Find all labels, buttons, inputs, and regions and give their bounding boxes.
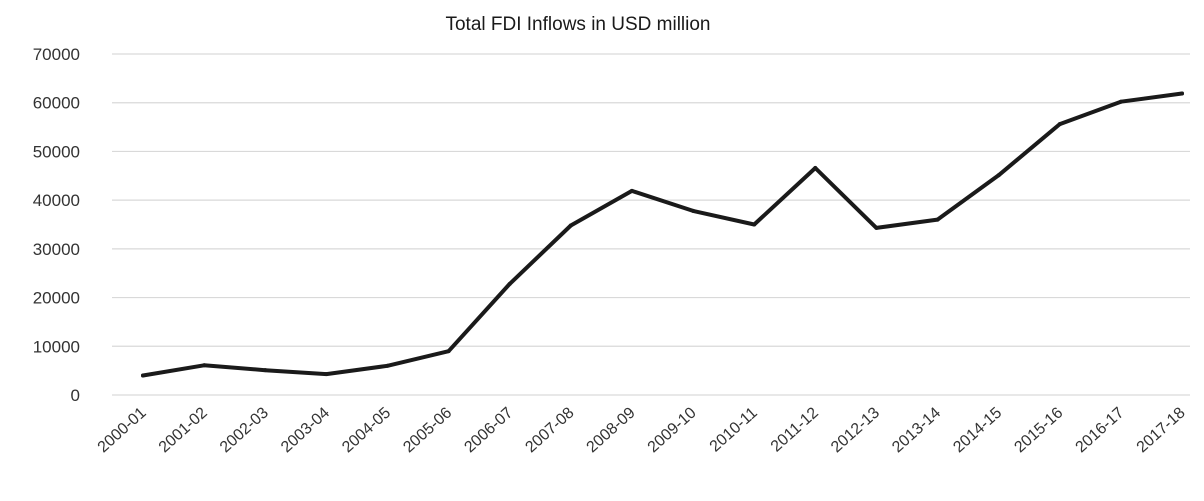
data-point (752, 222, 757, 227)
data-point (1057, 122, 1062, 127)
series-line (141, 91, 1184, 378)
x-tick-label: 2014-15 (950, 404, 1005, 456)
gridlines (112, 53, 1190, 396)
y-tick-label: 60000 (33, 94, 80, 113)
x-tick-label: 2004-05 (339, 404, 394, 456)
series-layer (141, 91, 1184, 378)
data-point (202, 363, 207, 368)
x-tick-label: 2012-13 (828, 404, 883, 456)
data-point (263, 368, 268, 373)
y-tick-label: 50000 (33, 142, 80, 161)
data-point (691, 208, 696, 213)
data-point (385, 363, 390, 368)
data-point (507, 281, 512, 286)
x-tick-label: 2017-18 (1134, 404, 1189, 456)
x-tick-label: 2008-09 (584, 404, 639, 456)
x-tick-label: 2002-03 (217, 404, 272, 456)
y-axis-tick-labels: 0 10000 20000 30000 40000 50000 60000 70000 (33, 45, 80, 405)
x-tick-label: 2013-14 (889, 404, 944, 456)
data-point (324, 372, 329, 377)
data-point (935, 217, 940, 222)
data-point (141, 373, 145, 378)
y-tick-label: 70000 (33, 45, 80, 64)
data-point (446, 349, 451, 354)
x-tick-label: 2000-01 (95, 404, 150, 456)
y-tick-label: 0 (71, 386, 80, 405)
x-tick-label: 2001-02 (156, 404, 211, 456)
data-point (1180, 91, 1184, 96)
x-tick-label: 2015-16 (1011, 404, 1066, 456)
x-tick-label: 2007-08 (522, 404, 577, 456)
x-tick-label: 2009-10 (645, 404, 700, 456)
y-tick-label: 20000 (33, 289, 80, 308)
y-tick-label: 10000 (33, 337, 80, 356)
x-tick-label: 2016-17 (1073, 404, 1128, 456)
data-point (874, 225, 879, 230)
x-tick-label: 2010-11 (707, 404, 761, 455)
y-tick-label: 40000 (33, 191, 80, 210)
data-point (568, 223, 573, 228)
x-tick-label: 2003-04 (278, 404, 333, 456)
data-point (1118, 99, 1123, 104)
data-point (629, 188, 634, 193)
data-point (813, 165, 818, 170)
x-axis-tick-labels: 2000-01 2001-02 2002-03 2003-04 2004-05 2005-… (95, 404, 1189, 456)
x-tick-label: 2005-06 (400, 404, 455, 456)
y-tick-label: 30000 (33, 240, 80, 259)
x-tick-label: 2006-07 (461, 404, 516, 456)
data-point (996, 173, 1001, 178)
x-tick-label: 2011-12 (768, 404, 822, 455)
chart-title: Total FDI Inflows in USD million (445, 14, 710, 35)
